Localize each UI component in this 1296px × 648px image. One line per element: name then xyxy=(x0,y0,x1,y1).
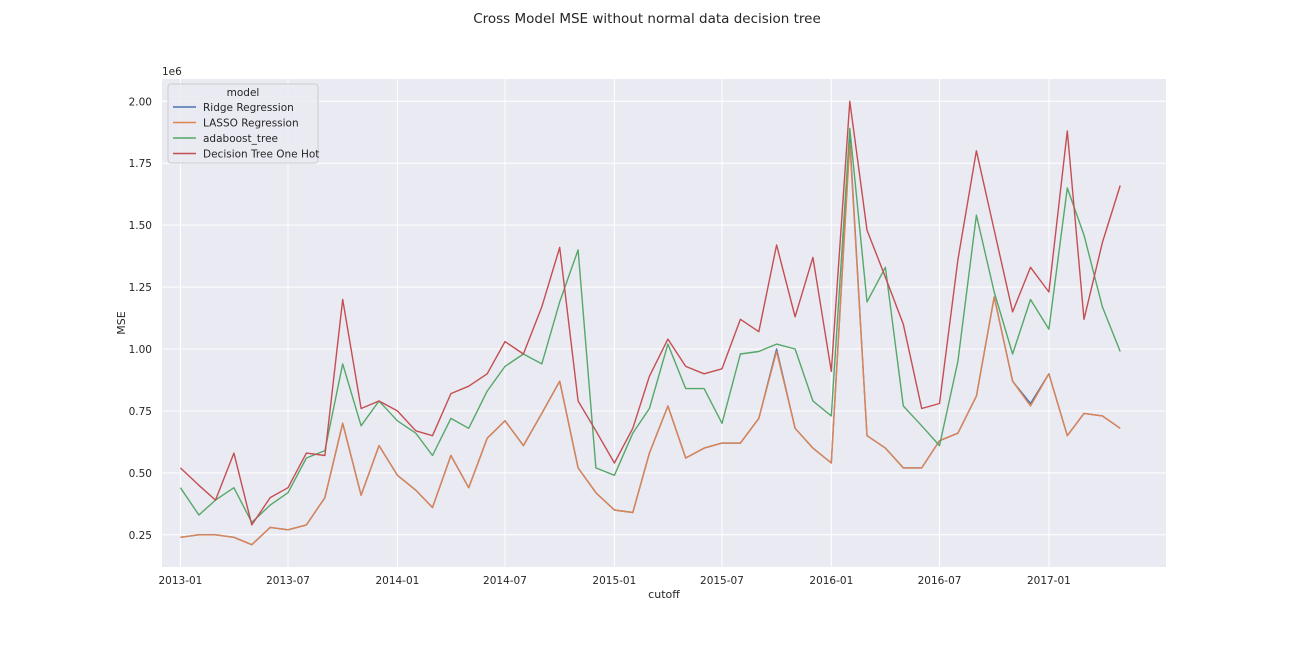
y-tick-label: 0.75 xyxy=(129,406,152,418)
x-axis-label: cutoff xyxy=(648,588,680,601)
y-tick-label: 1.75 xyxy=(129,158,152,170)
x-tick-label: 2013-01 xyxy=(158,575,202,587)
series-line-2 xyxy=(179,127,1121,524)
legend: model Ridge Regression LASSO Regression ad… xyxy=(167,83,319,164)
y-tick-label: 0.25 xyxy=(129,530,152,542)
y-tick-label: 1.00 xyxy=(129,344,152,356)
series-line-3 xyxy=(179,100,1121,526)
x-tick-label: 2016-07 xyxy=(918,575,962,587)
y-tick-label: 1.50 xyxy=(129,220,152,232)
legend-entry: Decision Tree One Hot xyxy=(203,149,319,161)
legend-entry: Ridge Regression xyxy=(203,102,294,114)
y-tick-label: 1.25 xyxy=(129,282,152,294)
y-offset-label: 1e6 xyxy=(162,66,182,78)
series-lines xyxy=(179,100,1121,546)
x-tick-label: 2014-01 xyxy=(375,575,419,587)
series-line-1 xyxy=(180,142,1121,546)
legend-title: model xyxy=(227,87,260,99)
x-tick-label: 2014-07 xyxy=(483,575,527,587)
x-tick-label: 2013-07 xyxy=(266,575,310,587)
legend-entry: LASSO Regression xyxy=(203,118,299,130)
x-tick-label: 2016-01 xyxy=(809,575,853,587)
x-tick-label: 2015-01 xyxy=(592,575,636,587)
y-tick-labels: 0.25 0.50 0.75 1.00 1.25 1.50 1.75 2.00 xyxy=(129,96,152,542)
legend-entry: adaboost_tree xyxy=(203,133,278,145)
x-tick-label: 2015-07 xyxy=(700,575,744,587)
chart-title: Cross Model MSE without normal data deci… xyxy=(473,11,821,27)
x-tick-labels: 2013-01 2013-07 2014-01 2014-07 2015-01 2015-… xyxy=(158,575,1070,587)
y-tick-label: 0.50 xyxy=(129,468,152,480)
y-tick-label: 2.00 xyxy=(129,96,152,108)
legend-box xyxy=(167,83,319,164)
plot-area xyxy=(162,79,1166,567)
x-tick-label: 2017-01 xyxy=(1027,575,1071,587)
y-axis-label: MSE xyxy=(115,311,128,334)
